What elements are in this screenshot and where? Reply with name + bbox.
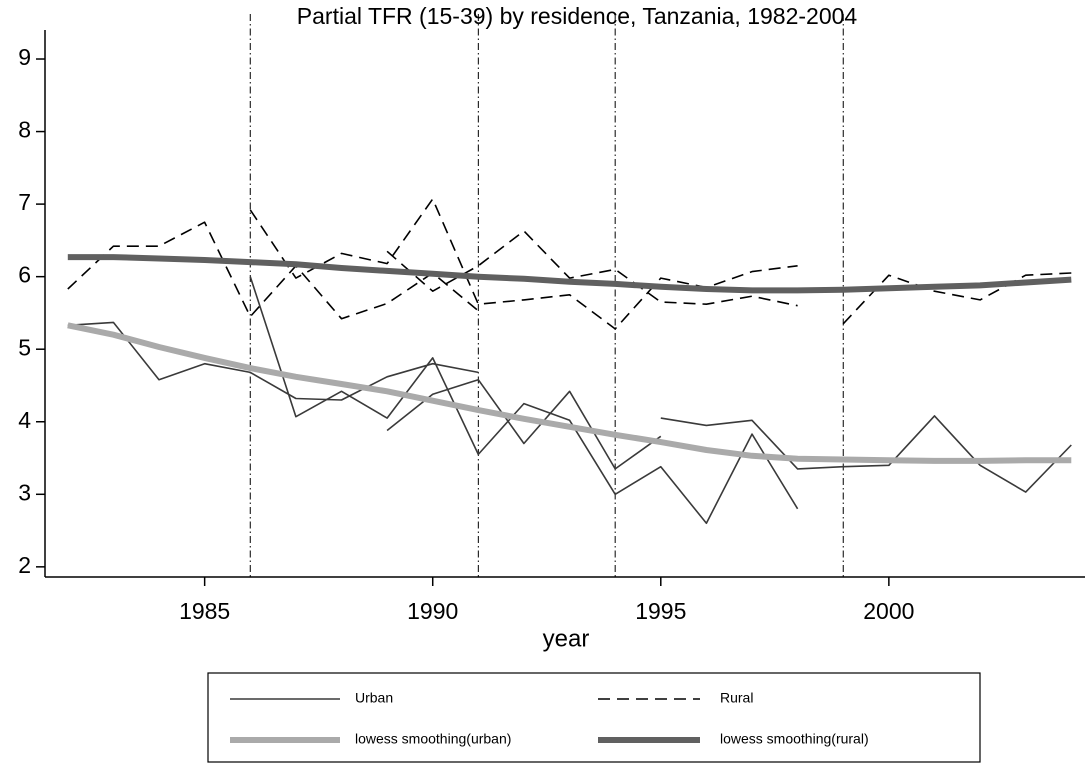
- legend: [207, 672, 981, 763]
- chart-title: Partial TFR (15-39) by residence, Tanzan…: [297, 3, 858, 29]
- series-line: [67, 254, 1072, 294]
- legend-label: Rural: [720, 690, 753, 706]
- y-tick-label: 6: [18, 262, 31, 288]
- legend-label: Urban: [355, 690, 393, 706]
- series-line: [67, 322, 1072, 464]
- y-tick-label: 4: [18, 407, 31, 433]
- y-tick-label: 2: [18, 552, 31, 578]
- legend-label: lowess smoothing(urban): [355, 731, 511, 747]
- y-tick-label: 9: [18, 44, 31, 70]
- series-line: [67, 198, 1072, 330]
- plot-area: [67, 14, 1072, 577]
- legend-label: lowess smoothing(rural): [720, 731, 869, 747]
- series-line: [67, 276, 1072, 525]
- y-tick-label: 7: [18, 189, 31, 215]
- x-tick-label: 2000: [863, 598, 914, 624]
- y-tick-label: 8: [18, 117, 31, 143]
- y-tick-label: 5: [18, 334, 31, 360]
- x-tick-label: 1995: [635, 598, 686, 624]
- y-tick-label: 3: [18, 479, 31, 505]
- x-tick-label: 1990: [407, 598, 458, 624]
- x-tick-label: 1985: [179, 598, 230, 624]
- x-axis-title: year: [543, 625, 590, 652]
